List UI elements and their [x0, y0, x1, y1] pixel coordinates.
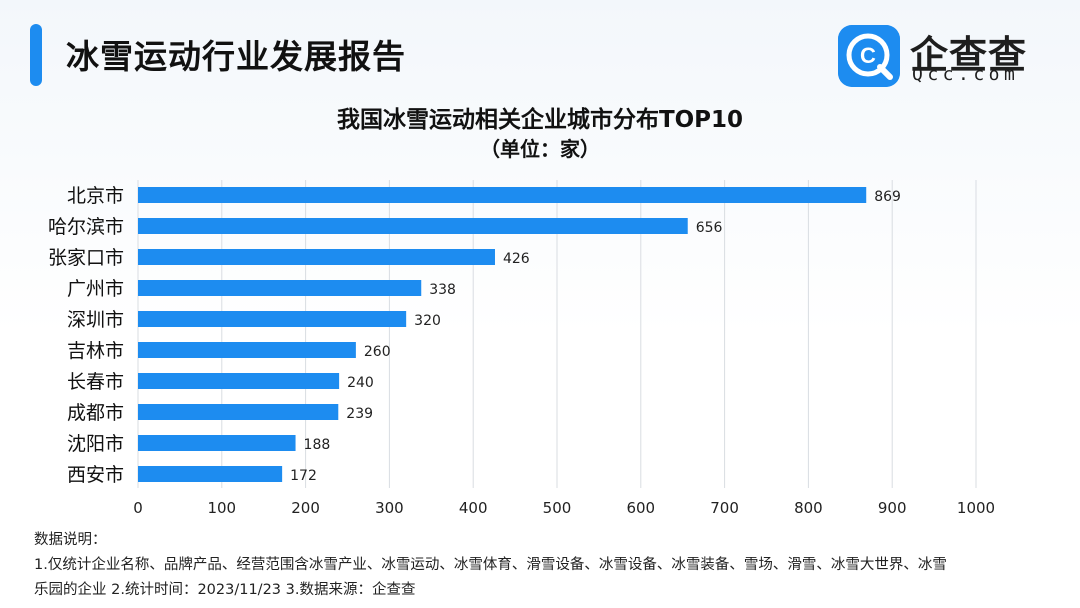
value-label: 320: [414, 313, 441, 329]
value-label: 338: [429, 282, 456, 298]
category-label: 哈尔滨市: [48, 216, 124, 238]
chart-title: 我国冰雪运动相关企业城市分布TOP10: [336, 107, 744, 133]
header-accent-bar: [30, 24, 42, 86]
category-label: 成都市: [67, 402, 124, 424]
category-label: 长春市: [67, 371, 124, 393]
notes-line-2: 乐园的企业 2.统计时间：2023/11/23 3.数据来源：企查查: [34, 582, 416, 598]
value-label: 869: [874, 189, 901, 205]
value-label: 260: [364, 344, 391, 360]
brand-name: 企查查: [910, 33, 1028, 77]
bar: [138, 342, 356, 358]
x-tick-label: 100: [207, 499, 236, 517]
bar: [138, 373, 340, 389]
category-label: 吉林市: [67, 340, 124, 362]
value-label: 239: [346, 406, 373, 422]
x-tick-label: 200: [291, 499, 320, 517]
bar: [138, 311, 407, 327]
category-label: 西安市: [67, 464, 124, 486]
bar: [138, 280, 422, 296]
x-tick-label: 400: [459, 499, 488, 517]
value-label: 656: [696, 220, 723, 236]
logo-letter: C: [860, 43, 876, 68]
x-tick-label: 600: [626, 499, 655, 517]
notes-line-1: 1.仅统计企业名称、品牌产品、经营范围含冰雪产业、冰雪运动、冰雪体育、滑雪设备、…: [34, 557, 947, 573]
bar: [138, 249, 495, 265]
bar: [138, 404, 339, 420]
value-label: 240: [347, 375, 374, 391]
category-label: 北京市: [67, 185, 124, 207]
qcc-logo-icon: C: [838, 25, 900, 87]
bar: [138, 466, 283, 482]
category-label: 深圳市: [67, 309, 124, 331]
x-tick-label: 800: [794, 499, 823, 517]
brand-domain: Qcc.com: [912, 64, 1020, 85]
x-tick-label: 0: [133, 499, 143, 517]
category-label: 张家口市: [48, 247, 124, 269]
x-tick-label: 900: [878, 499, 907, 517]
bar: [138, 435, 296, 451]
value-label: 188: [304, 437, 331, 453]
chart-subtitle: （单位：家）: [480, 137, 600, 161]
notes-heading: 数据说明：: [34, 532, 107, 548]
category-label: 广州市: [67, 278, 124, 300]
x-tick-label: 1000: [957, 499, 995, 517]
bar: [138, 218, 688, 234]
x-tick-label: 300: [375, 499, 404, 517]
value-label: 172: [290, 468, 317, 484]
bar: [138, 187, 867, 203]
report-title: 冰雪运动行业发展报告: [66, 37, 406, 76]
value-label: 426: [503, 251, 530, 267]
x-tick-label: 500: [543, 499, 572, 517]
x-tick-label: 700: [710, 499, 739, 517]
category-label: 沈阳市: [67, 433, 124, 455]
data-notes: 数据说明： 1.仅统计企业名称、品牌产品、经营范围含冰雪产业、冰雪运动、冰雪体育…: [34, 528, 1054, 603]
